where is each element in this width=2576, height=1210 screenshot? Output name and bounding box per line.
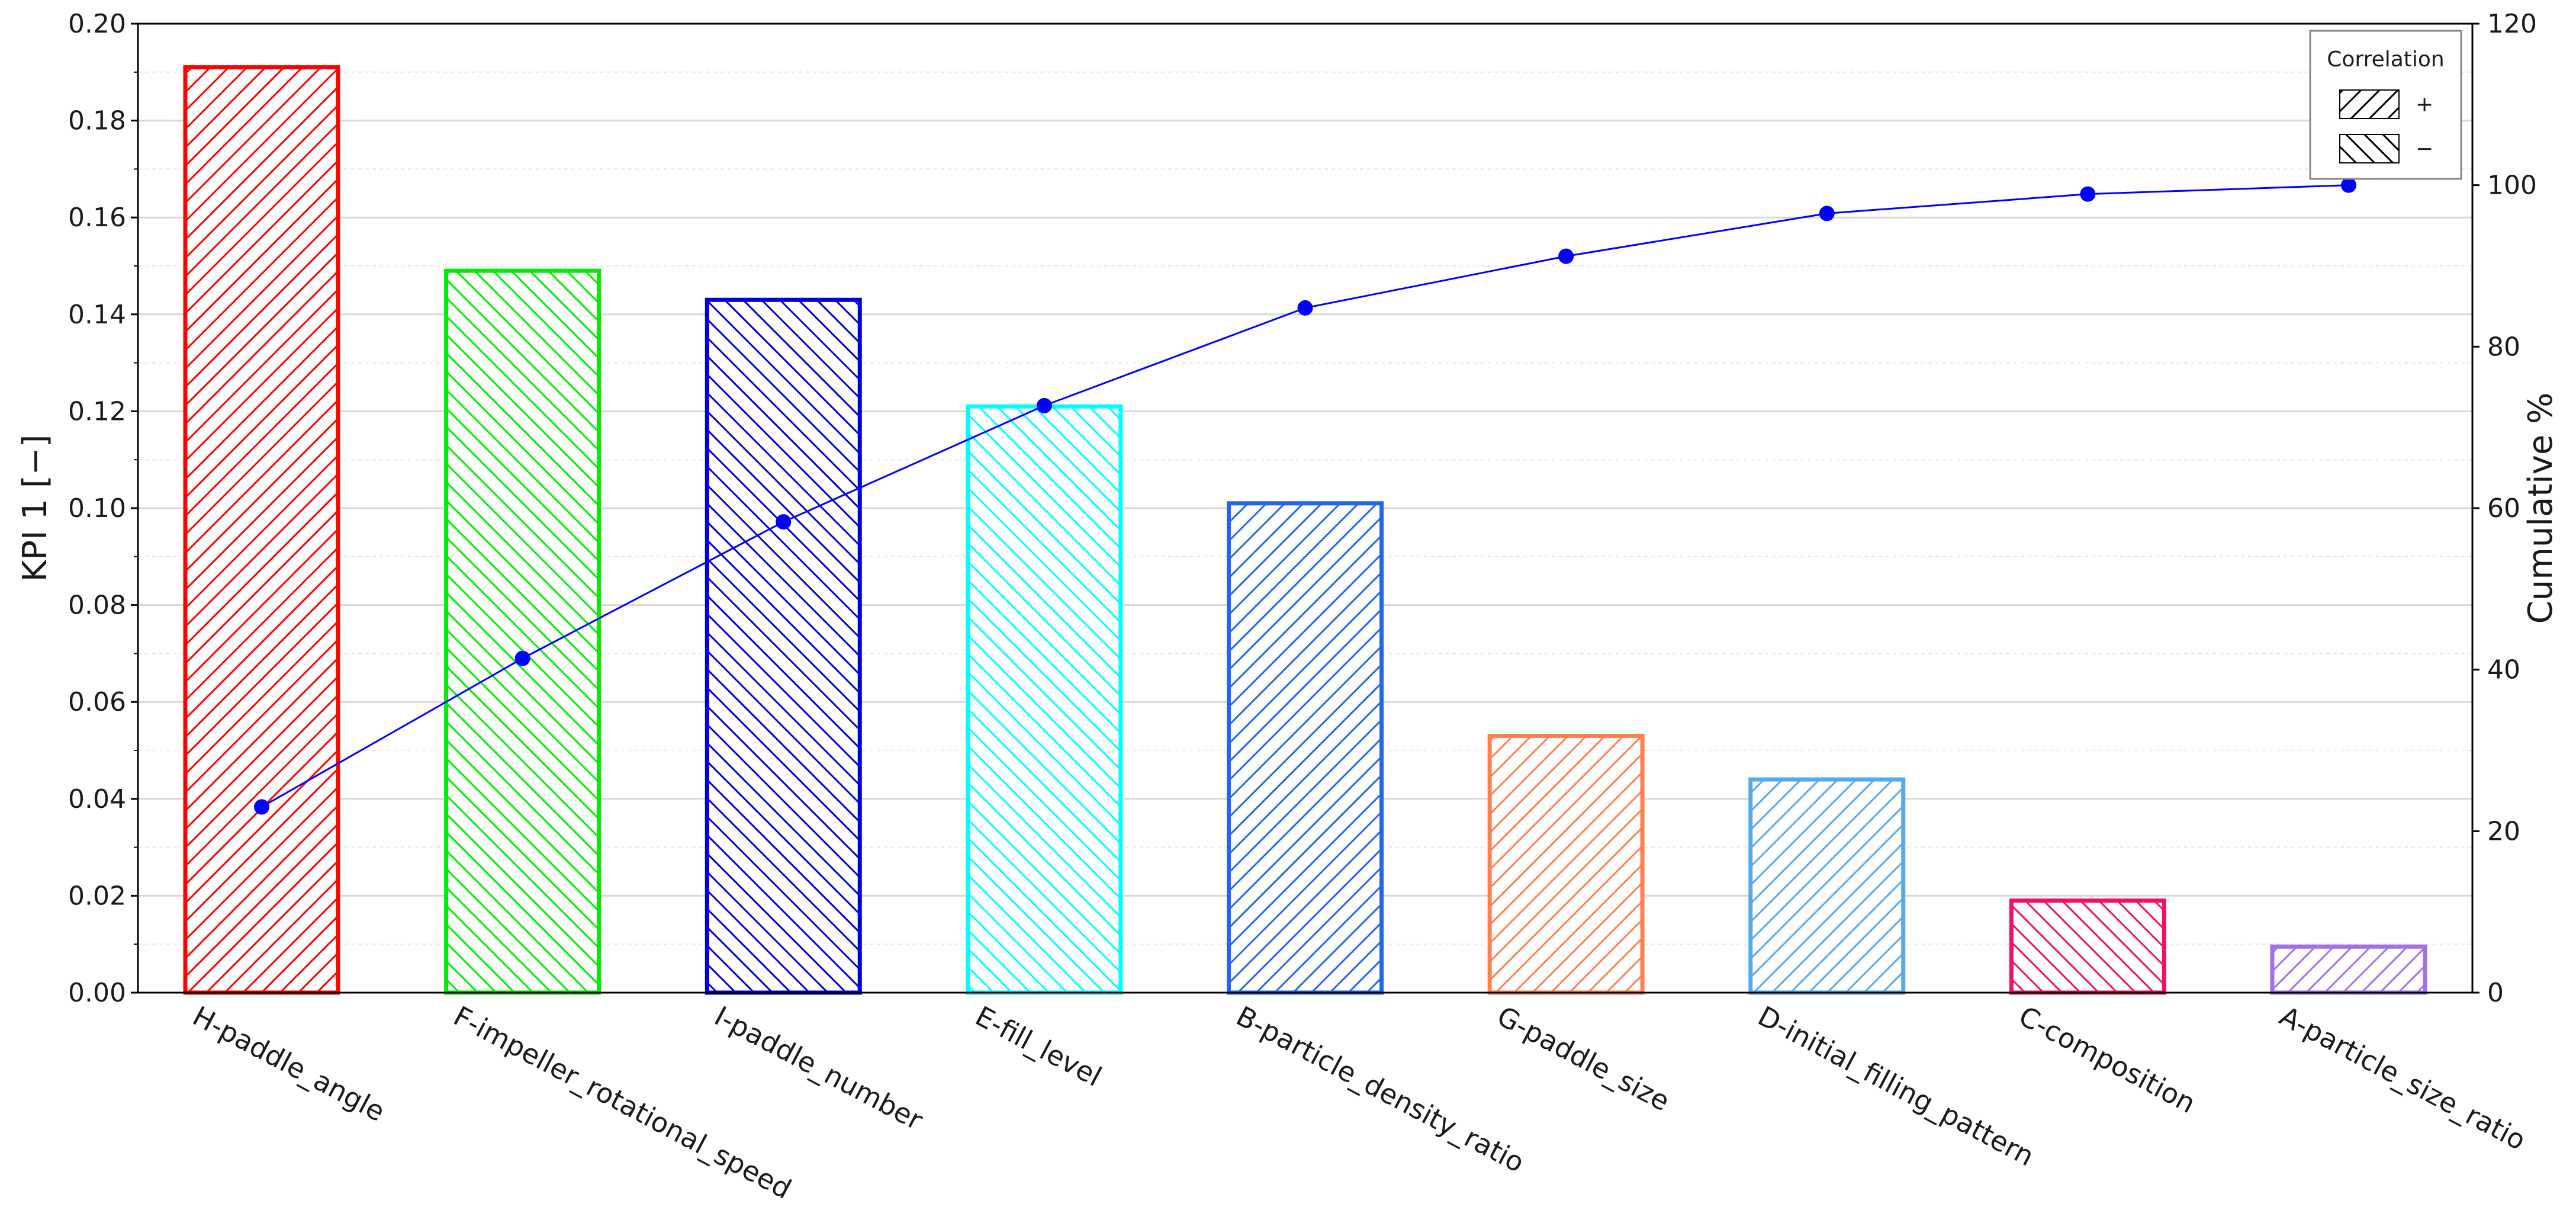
bar-C-composition (2009, 898, 2166, 995)
y2-tick-label: 80 (2487, 332, 2520, 362)
x-tick-label: A-particle_size_ratio (2275, 1000, 2531, 1156)
y2-axis-title: Cumulative % (2522, 393, 2560, 624)
y-tick-label: 0.02 (68, 881, 126, 911)
y2-tick-label: 100 (2487, 171, 2537, 201)
cumulative-point-C-composition (2080, 186, 2096, 202)
bar-H-paddle_angle (183, 65, 340, 995)
cumulative-series (254, 177, 2356, 815)
bar-I-paddle_number (705, 297, 862, 995)
legend-label-negative: − (2416, 137, 2433, 161)
bar-D-initial_filling_pattern (1748, 777, 1906, 995)
cumulative-point-F-impeller_rotational_speed (514, 650, 530, 666)
legend-label-positive: + (2416, 92, 2433, 117)
x-tick-label: B-particle_density_ratio (1231, 1000, 1529, 1179)
y-tick-label: 0.12 (68, 396, 126, 426)
y2-tick-label: 120 (2487, 9, 2537, 39)
y2-tick-label: 0 (2487, 978, 2504, 1008)
cumulative-point-G-paddle_size (1558, 248, 1574, 264)
cumulative-point-H-paddle_angle (254, 799, 269, 815)
y2-tick-label: 20 (2487, 816, 2520, 846)
x-tick-label: I-paddle_number (709, 1000, 928, 1137)
y-tick-label: 0.00 (68, 978, 126, 1008)
y-tick-label: 0.18 (68, 106, 126, 136)
y-tick-label: 0.14 (68, 300, 126, 330)
cumulative-point-B-particle_density_ratio (1297, 300, 1313, 316)
y-tick-label: 0.16 (68, 203, 126, 233)
bar-G-paddle_size (1487, 733, 1645, 995)
legend-title: Correlation (2327, 47, 2445, 72)
x-tick-label: H-paddle_angle (188, 1000, 390, 1128)
legend: Correlation + − (2309, 30, 2462, 180)
x-tick-label: G-paddle_size (1492, 1000, 1675, 1118)
cumulative-point-E-fill_level (1036, 397, 1052, 413)
y2-axis-ticks: 0 20 40 60 80 100 120 (2472, 9, 2537, 1008)
x-tick-label: D-initial_filling_pattern (1753, 1000, 2040, 1172)
x-tick-label: C-composition (2014, 1000, 2201, 1119)
cumulative-point-A-particle_size_ratio (2341, 177, 2356, 193)
x-tick-label: E-fill_level (970, 1000, 1107, 1093)
y-axis-title: KPI 1 [−] (16, 435, 54, 582)
y-tick-label: 0.08 (68, 590, 126, 621)
y-tick-label: 0.10 (68, 493, 126, 524)
y-axis-ticks: 0.00 0.02 0.04 0.06 0.08 0.10 0.12 0.14 0.16 0.18… (68, 9, 138, 1008)
bar-E-fill_level (966, 404, 1123, 995)
legend-swatch-positive (2339, 89, 2400, 119)
legend-swatch-negative (2339, 134, 2400, 163)
y2-tick-label: 60 (2487, 493, 2520, 524)
y2-tick-label: 40 (2487, 655, 2520, 685)
cumulative-point-I-paddle_number (776, 514, 792, 530)
y-tick-label: 0.06 (68, 687, 126, 717)
bar-F-impeller_rotational_speed (444, 268, 602, 995)
cumulative-point-D-initial_filling_pattern (1819, 206, 1835, 222)
x-axis-labels: H-paddle_angle F-impeller_rotational_spee… (188, 1000, 2531, 1205)
bars (183, 65, 2427, 995)
bar-B-particle_density_ratio (1227, 501, 1384, 995)
bar-A-particle_size_ratio (2270, 944, 2427, 995)
y-tick-label: 0.04 (68, 784, 126, 814)
y-tick-label: 0.20 (68, 9, 126, 39)
